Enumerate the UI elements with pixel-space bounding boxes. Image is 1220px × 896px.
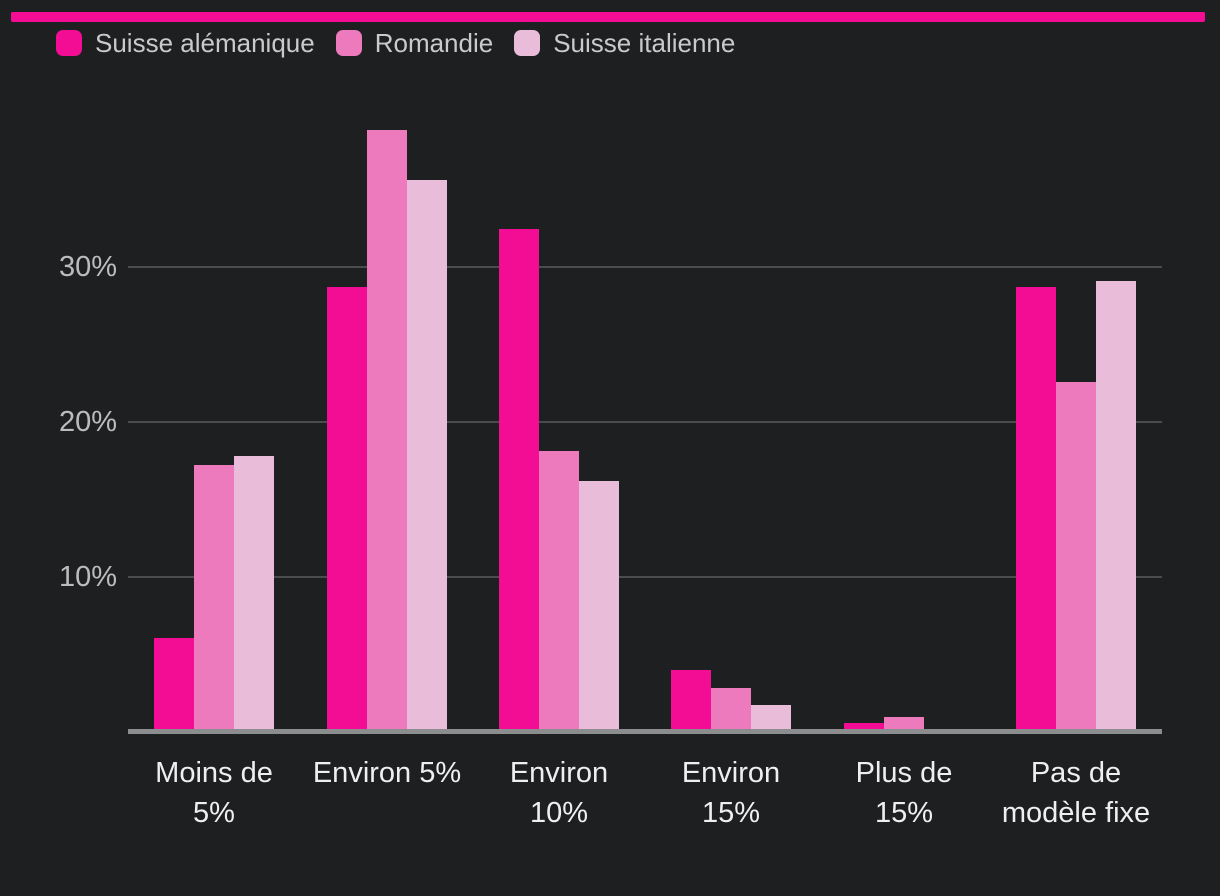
bar-suisse-alemanique-plus-de-15[interactable] (844, 723, 884, 733)
top-accent-bar (11, 12, 1205, 22)
y-axis-tick-label: 30% (58, 251, 117, 283)
bar-suisse-italienne-environ-10[interactable] (579, 481, 619, 733)
bar-suisse-alemanique-pas-de-modele-fixe[interactable] (1016, 287, 1056, 733)
x-axis-category-label-moins-de-5: Moins de 5% (104, 753, 324, 833)
legend-item-suisse-italienne[interactable]: Suisse italienne (514, 28, 735, 58)
gridline-10% (128, 576, 1162, 578)
legend-color-swatch-icon (514, 30, 541, 56)
x-axis-category-label-environ-5: Environ 5% (277, 753, 497, 793)
bar-suisse-alemanique-moins-de-5[interactable] (154, 638, 194, 733)
x-axis-category-label-line: modèle fixe (1001, 797, 1151, 829)
bar-suisse-italienne-environ-5[interactable] (407, 180, 447, 733)
x-axis-category-label-line: Environ 5% (312, 757, 462, 789)
x-axis-category-label-line: Moins de (155, 757, 273, 789)
bar-romandie-pas-de-modele-fixe[interactable] (1056, 382, 1096, 733)
x-axis-category-label-line: 10% (529, 797, 589, 829)
bar-suisse-italienne-environ-15[interactable] (751, 705, 791, 733)
y-axis-tick-label: 10% (58, 561, 117, 593)
x-axis-category-label-line: Environ (681, 757, 781, 789)
gridline-30% (128, 266, 1162, 268)
x-axis-category-label-line: Plus de (855, 757, 953, 789)
bar-romandie-environ-15[interactable] (711, 688, 751, 733)
x-axis-category-label-plus-de-15: Plus de 15% (794, 753, 1014, 833)
legend-label: Romandie (374, 28, 494, 58)
legend: Suisse alémanique Romandie Suisse italienn… (56, 28, 735, 58)
x-axis-category-label-line: 15% (874, 797, 934, 829)
x-axis-category-label-environ-15: Environ 15% (621, 753, 841, 833)
y-axis-tick-label: 20% (58, 406, 117, 438)
bar-romandie-environ-5[interactable] (367, 130, 407, 733)
x-axis-category-label-line: 5% (193, 797, 235, 829)
x-axis-line (128, 729, 1162, 734)
x-axis-category-label-line: Pas de (1030, 757, 1122, 789)
bar-suisse-italienne-pas-de-modele-fixe[interactable] (1096, 281, 1136, 733)
legend-color-swatch-icon (335, 30, 362, 56)
legend-label: Suisse alémanique (95, 28, 315, 58)
bar-suisse-alemanique-environ-5[interactable] (327, 287, 367, 733)
x-axis-category-label-line: 15% (701, 797, 761, 829)
bar-romandie-moins-de-5[interactable] (194, 465, 234, 733)
x-axis-category-label-environ-10: Environ 10% (449, 753, 669, 833)
gridline-20% (128, 421, 1162, 423)
legend-color-swatch-icon (56, 30, 82, 56)
x-axis-category-label-line: Environ (509, 757, 609, 789)
legend-item-romandie[interactable]: Romandie (335, 28, 494, 58)
bar-romandie-environ-10[interactable] (539, 451, 579, 733)
bar-suisse-alemanique-environ-10[interactable] (499, 229, 539, 733)
bar-suisse-italienne-moins-de-5[interactable] (234, 456, 274, 733)
legend-label: Suisse italienne (553, 28, 736, 58)
legend-item-suisse-alemanique[interactable]: Suisse alémanique (56, 28, 315, 58)
x-axis-category-label-pas-de-modele-fixe: Pas de modèle fixe (966, 753, 1186, 833)
bar-suisse-alemanique-environ-15[interactable] (671, 670, 711, 733)
